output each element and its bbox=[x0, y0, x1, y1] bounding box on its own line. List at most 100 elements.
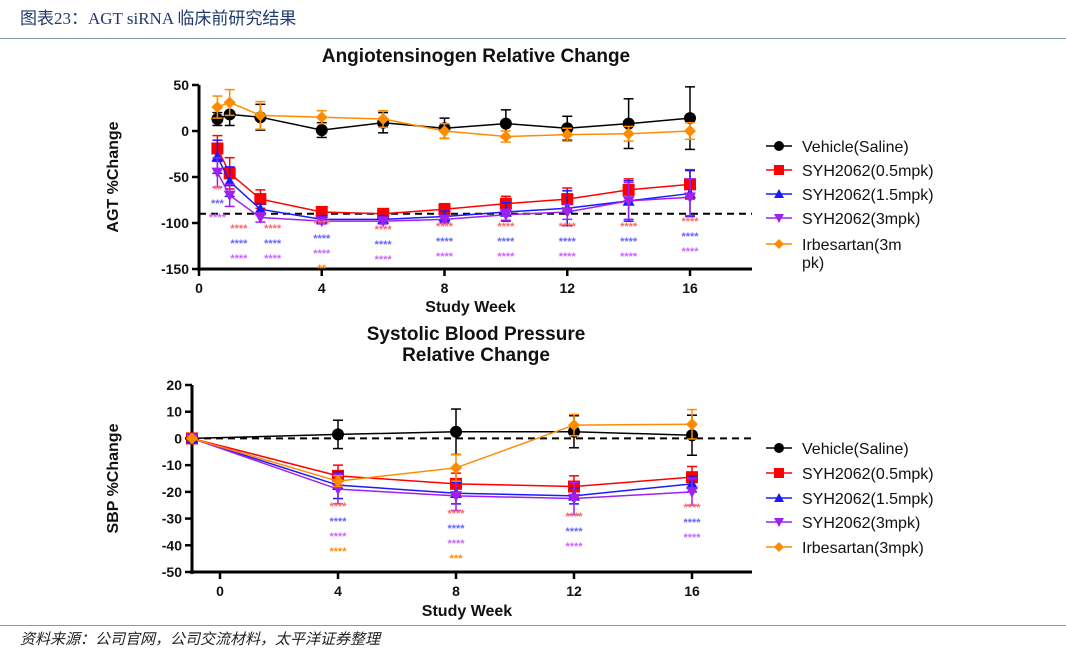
significance-marker: **** bbox=[329, 501, 347, 513]
data-point bbox=[684, 112, 696, 125]
y-tick-label: -40 bbox=[162, 537, 182, 553]
significance-marker: **** bbox=[447, 508, 465, 520]
series-vehicle-saline- bbox=[186, 408, 698, 457]
data-point bbox=[686, 487, 698, 498]
significance-marker: **** bbox=[329, 546, 347, 558]
data-point bbox=[568, 493, 580, 505]
legend-label: SYH2062(1.5mpk) bbox=[802, 187, 934, 204]
legend-item: SYH2062(1.5mpk) bbox=[766, 491, 934, 508]
legend-item: Vehicle(Saline) bbox=[766, 441, 909, 458]
data-point bbox=[223, 96, 236, 109]
legend-item: SYH2062(0.5mpk) bbox=[766, 466, 934, 483]
significance-marker: ** bbox=[317, 263, 326, 275]
significance-marker: **** bbox=[313, 233, 331, 245]
legend-label: Irbesartan(3mpk) bbox=[802, 540, 924, 557]
significance-marker: **** bbox=[375, 224, 393, 236]
y-axis-label: AGT %Change bbox=[105, 121, 122, 232]
significance-marker: **** bbox=[329, 516, 347, 528]
y-tick-label: -20 bbox=[162, 484, 182, 500]
data-point bbox=[223, 190, 236, 202]
significance-marker: **** bbox=[681, 231, 699, 243]
legend-label: pk) bbox=[802, 255, 824, 272]
series-line bbox=[191, 437, 693, 500]
agt-chart: Angiotensinogen Relative Change 50 0 -50 -10… bbox=[105, 46, 934, 316]
significance-marker: **** bbox=[565, 511, 583, 523]
legend-marker bbox=[774, 468, 784, 478]
legend-marker bbox=[774, 189, 784, 198]
significance-marker: **** bbox=[497, 236, 515, 248]
y-tick-label: -50 bbox=[169, 169, 189, 185]
significance-marker: **** bbox=[209, 212, 227, 224]
y-tick-label: 0 bbox=[174, 430, 182, 446]
significance-marker: **** bbox=[681, 216, 699, 228]
data-point bbox=[450, 491, 462, 502]
significance-marker: **** bbox=[230, 253, 248, 265]
significance-marker: *** bbox=[450, 553, 464, 565]
legend-label: Irbesartan(3m bbox=[802, 237, 902, 254]
legend-label: SYH2062(3mpk) bbox=[802, 515, 920, 532]
significance-marker: **** bbox=[620, 221, 638, 233]
y-tick-label: 20 bbox=[166, 377, 182, 393]
data-point bbox=[684, 192, 696, 204]
y-tick-label: -100 bbox=[161, 215, 189, 231]
significance-marker: ** bbox=[213, 184, 222, 196]
x-tick-label: 0 bbox=[195, 280, 203, 296]
series-line bbox=[216, 172, 691, 222]
y-tick-label: -10 bbox=[162, 457, 182, 473]
significance-marker: **** bbox=[447, 538, 465, 550]
data-point bbox=[622, 196, 635, 207]
series-syh2062-1-5mpk- bbox=[186, 432, 698, 505]
data-point bbox=[568, 419, 580, 432]
significance-marker: **** bbox=[375, 254, 393, 266]
data-point bbox=[561, 128, 574, 141]
legend-label: SYH2062(1.5mpk) bbox=[802, 491, 934, 508]
y-axis-label: SBP %Change bbox=[105, 423, 122, 533]
x-axis-label: Study Week bbox=[422, 603, 513, 620]
legend-marker bbox=[774, 214, 784, 223]
series-line bbox=[191, 437, 693, 497]
legend-marker bbox=[774, 165, 784, 175]
significance-marker: **** bbox=[559, 236, 577, 248]
data-point bbox=[211, 101, 224, 114]
series-vehicle-saline- bbox=[211, 86, 696, 151]
significance-marker: **** bbox=[436, 251, 454, 263]
series-syh2062-0-5mpk- bbox=[211, 134, 696, 220]
data-point bbox=[211, 150, 224, 162]
significance-marker: **** bbox=[497, 221, 515, 233]
significance-marker: **** bbox=[565, 541, 583, 553]
x-tick-label: 8 bbox=[452, 583, 460, 599]
legend-marker bbox=[774, 239, 784, 249]
legend-label: Vehicle(Saline) bbox=[802, 441, 909, 458]
legend-label: SYH2062(3mpk) bbox=[802, 211, 920, 228]
data-point bbox=[315, 124, 328, 137]
data-point bbox=[254, 109, 267, 122]
significance-marker: **** bbox=[264, 238, 282, 250]
legend-item: SYH2062(3mpk) bbox=[766, 211, 920, 228]
y-tick-label: 50 bbox=[173, 77, 189, 93]
x-axis-label: Study Week bbox=[425, 299, 516, 316]
data-point bbox=[254, 203, 267, 214]
chart-title: Systolic Blood Pressure bbox=[367, 324, 586, 345]
data-point bbox=[438, 203, 451, 216]
legend-marker bbox=[774, 493, 784, 502]
significance-marker: **** bbox=[559, 251, 577, 263]
significance-marker: **** bbox=[264, 223, 282, 235]
series-syh2062-3mpk- bbox=[186, 433, 698, 516]
significance-marker: **** bbox=[683, 502, 701, 514]
data-point bbox=[499, 130, 512, 143]
data-point bbox=[186, 432, 198, 445]
significance-marker: **** bbox=[683, 532, 701, 544]
legend-item: Irbesartan(3mpk) bbox=[766, 540, 924, 557]
series-irbesartan-3mpk- bbox=[186, 408, 698, 488]
legend-item: SYH2062(3mpk) bbox=[766, 515, 920, 532]
significance-marker: **** bbox=[313, 248, 331, 260]
significance-marker: **** bbox=[436, 221, 454, 233]
y-tick-label: 10 bbox=[166, 404, 182, 420]
significance-marker: **** bbox=[447, 523, 465, 535]
data-point bbox=[438, 214, 451, 226]
data-point bbox=[450, 425, 462, 438]
x-tick-label: 12 bbox=[559, 280, 575, 296]
legend-item: SYH2062(0.5mpk) bbox=[766, 163, 934, 180]
